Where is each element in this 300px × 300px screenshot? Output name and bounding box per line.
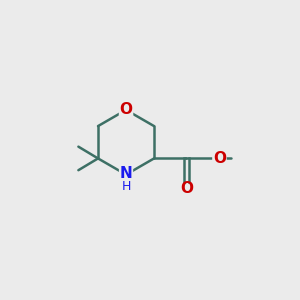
Text: O: O: [180, 181, 193, 196]
Text: O: O: [119, 102, 133, 117]
Text: O: O: [213, 151, 226, 166]
Text: N: N: [120, 166, 132, 181]
Text: H: H: [121, 180, 131, 193]
